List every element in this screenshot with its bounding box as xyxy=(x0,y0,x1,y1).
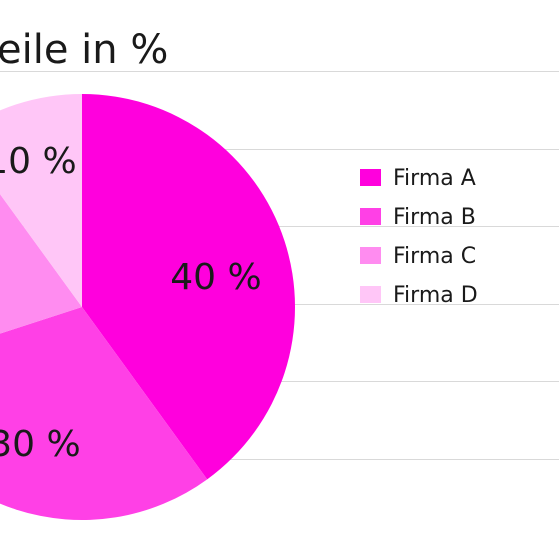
legend-swatch-firma-b xyxy=(360,208,381,225)
legend-swatch-firma-d xyxy=(360,286,381,303)
legend-label-firma-b: Firma B xyxy=(393,205,476,230)
pie-slice-firma-d xyxy=(0,94,82,307)
legend: Firma A Firma B Firma C Firma D xyxy=(360,166,478,308)
legend-swatch-firma-a xyxy=(360,169,381,186)
legend-label-firma-a: Firma A xyxy=(393,166,476,191)
slice-label-firma-d: 10 % xyxy=(0,141,77,182)
slice-label-firma-a: 40 % xyxy=(170,257,261,298)
legend-label-firma-d: Firma D xyxy=(393,283,478,308)
pie-slice-firma-a xyxy=(82,94,296,480)
legend-swatch-firma-c xyxy=(360,247,381,264)
legend-label-firma-c: Firma C xyxy=(393,244,476,269)
pie-chart xyxy=(0,94,296,520)
chart-title: eile in % xyxy=(0,27,168,73)
slice-label-firma-b: 30 % xyxy=(0,424,81,465)
slice-labels: 40 % 30 % 10 % xyxy=(0,141,262,465)
pie-slice-firma-c xyxy=(0,194,82,334)
pie-slice-firma-b xyxy=(0,307,208,520)
